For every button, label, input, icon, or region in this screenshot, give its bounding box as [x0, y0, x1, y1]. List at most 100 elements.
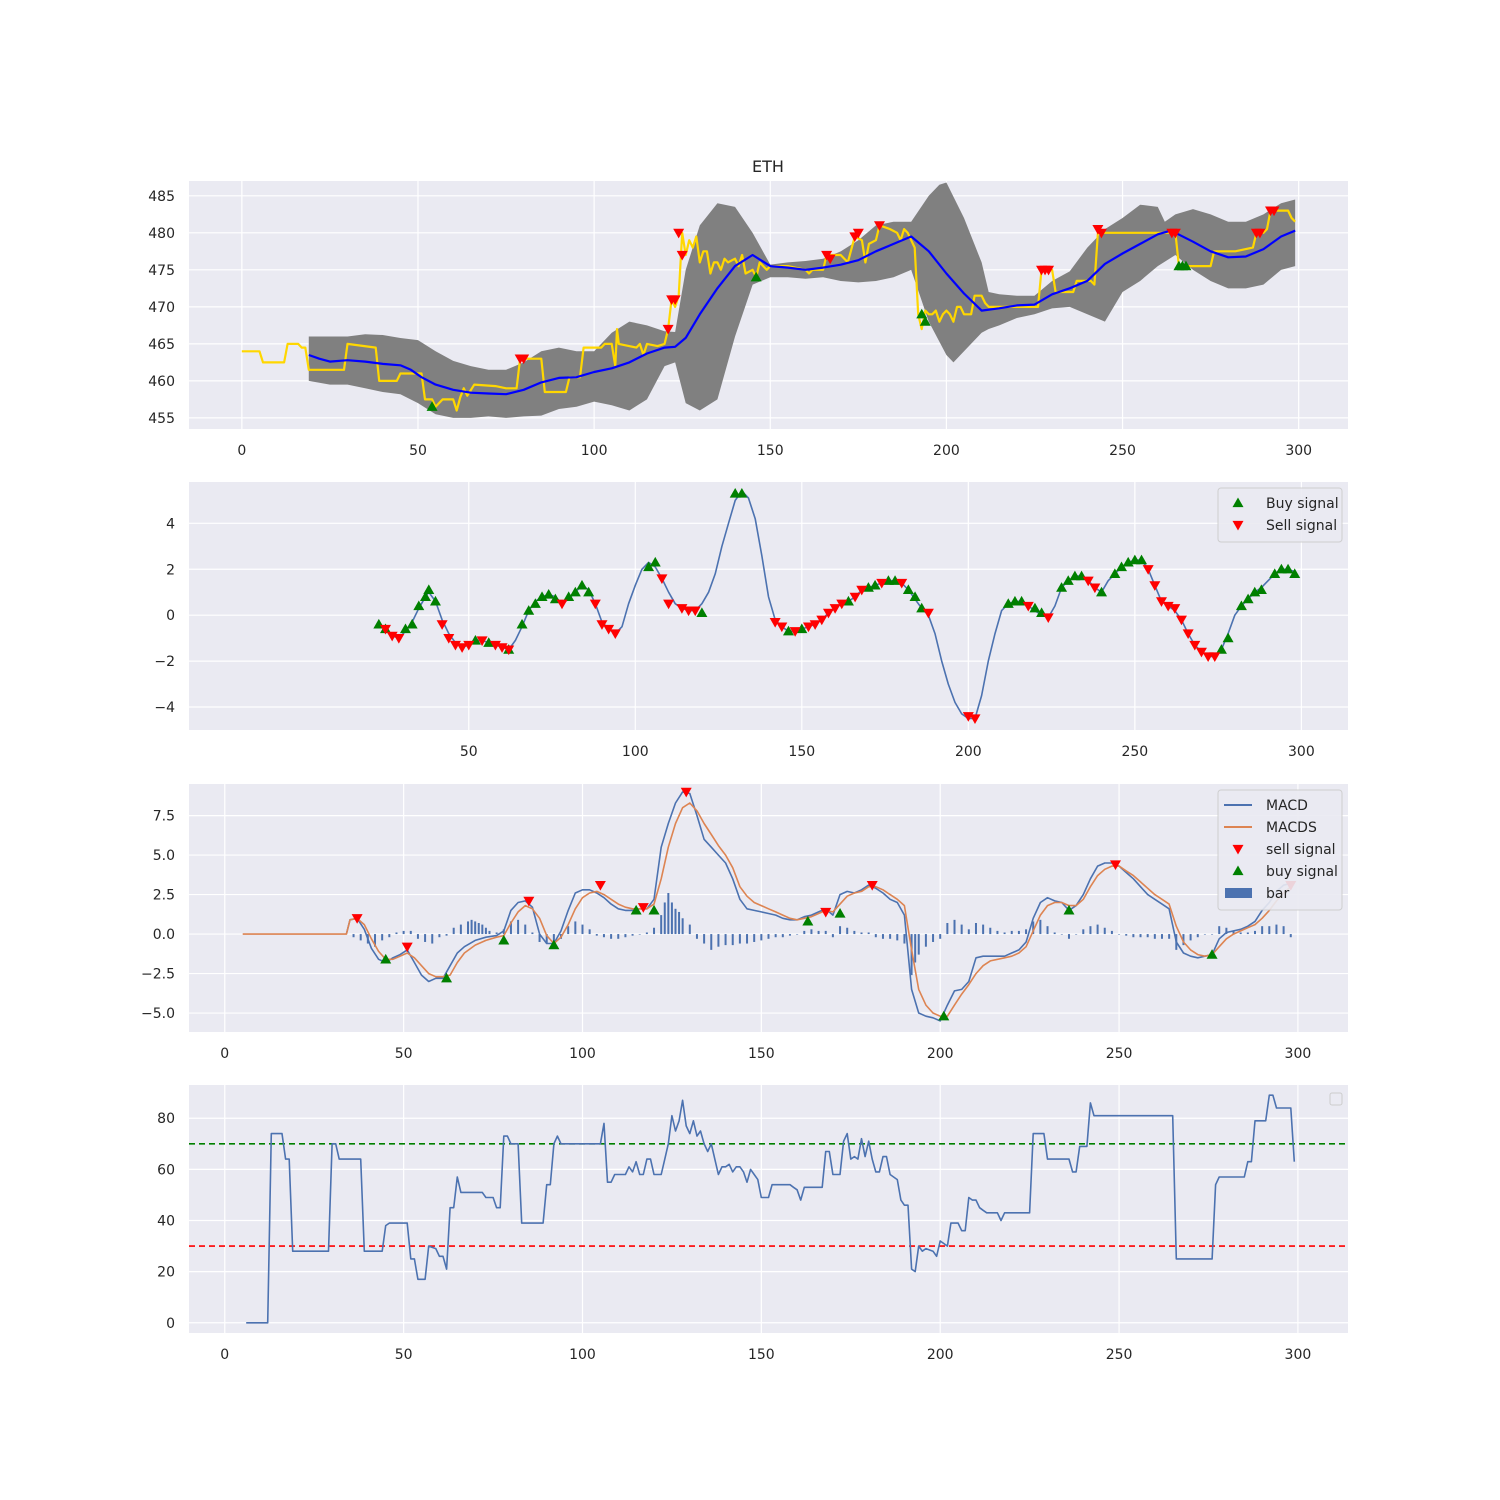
y-tick-label: 470 [148, 300, 175, 316]
buy-signal-marker [796, 623, 808, 634]
legend-label: buy signal [1266, 864, 1338, 880]
histogram-bar [595, 934, 598, 936]
buy-signal-marker [916, 308, 928, 319]
buy-signal-marker [563, 591, 575, 601]
histogram-bar [924, 934, 927, 947]
histogram-bar [667, 892, 670, 935]
histogram-bar [738, 934, 741, 944]
histogram-bar [781, 934, 784, 938]
histogram-bar [467, 921, 470, 935]
histogram-bar [538, 934, 541, 942]
y-tick-label: 60 [157, 1162, 175, 1178]
histogram-bar [746, 934, 749, 944]
x-tick-label: 0 [220, 1046, 229, 1062]
histogram-bar [1003, 932, 1006, 935]
histogram-bar [910, 934, 913, 976]
histogram-bar [767, 934, 770, 939]
histogram-bar [914, 934, 917, 963]
macd-panel: 0 50 100 150 200 250 300 −5.0 −2.5 0.0 2.5 5.0 7.5 MA… [141, 784, 1348, 1062]
buy-signal-marker [1116, 561, 1128, 572]
legend-sell-marker [1232, 844, 1244, 855]
sell-signal-marker [1189, 640, 1201, 651]
legend: MACD MACDS sell signal buy signal bar [1217, 789, 1343, 911]
histogram-bar [946, 923, 949, 935]
histogram-bar [724, 934, 727, 946]
sell-signal-marker [556, 599, 568, 610]
histogram-bar [678, 911, 681, 935]
histogram-bar [881, 934, 884, 939]
buy-signal-marker [1206, 949, 1218, 959]
x-tick-label: 200 [927, 1347, 954, 1363]
sell-signal-marker [1149, 581, 1161, 591]
histogram-bar [710, 934, 713, 950]
buy-signal-marker [648, 904, 660, 915]
sell-signal-marker [443, 634, 455, 644]
histogram-bar [631, 934, 634, 936]
histogram-bar [1203, 934, 1206, 935]
histogram-bar [653, 927, 656, 935]
histogram-bar [424, 934, 427, 942]
histogram-bar [381, 934, 384, 941]
x-tick-label: 300 [1285, 1046, 1312, 1062]
histogram-bar [1246, 932, 1249, 935]
series-line [242, 802, 1292, 1017]
buy-signal-marker [1269, 568, 1281, 578]
sell-signal-marker [463, 640, 475, 651]
histogram-bar [996, 930, 999, 935]
x-tick-label: 150 [748, 1046, 775, 1062]
y-tick-label: 485 [148, 189, 175, 205]
sell-signal-marker [873, 221, 885, 231]
histogram-bar [717, 934, 720, 947]
histogram-bar [352, 934, 355, 938]
histogram-bar [810, 929, 813, 935]
y-tick-label: 7.5 [153, 809, 175, 825]
histogram-bar [753, 934, 756, 942]
plot-content [189, 1094, 1348, 1324]
sell-signal-marker [1175, 615, 1187, 626]
buy-signal-marker [583, 586, 595, 597]
x-tick-label: 250 [1106, 1046, 1133, 1062]
y-tick-label: −2.5 [141, 967, 175, 983]
histogram-bar [774, 934, 777, 938]
sell-signal-marker [637, 903, 649, 913]
histogram-bar [1232, 930, 1235, 935]
histogram-bar [1125, 934, 1128, 936]
sell-signal-marker [680, 787, 692, 798]
buy-signal-marker [516, 618, 528, 629]
sell-signal-marker [820, 907, 832, 918]
legend-sell-marker [1232, 520, 1244, 531]
series-line [308, 229, 1296, 396]
sell-signal-marker [829, 604, 841, 614]
series-line [345, 791, 1291, 1022]
buy-signal-marker [782, 625, 794, 636]
histogram-bar [1089, 926, 1092, 935]
y-tick-label: 20 [157, 1265, 175, 1281]
histogram-bar [1225, 927, 1228, 935]
histogram-bar [1060, 934, 1063, 935]
y-tick-label: 465 [148, 337, 175, 353]
histogram-bar [581, 924, 584, 935]
histogram-bar [602, 934, 605, 938]
sell-signal-marker [1089, 583, 1101, 594]
buy-signal-marker [483, 637, 495, 647]
buy-signal-marker [1109, 568, 1121, 578]
histogram-bar [488, 930, 491, 935]
sell-signal-marker [456, 643, 468, 653]
histogram-bar [917, 934, 920, 955]
histogram-bar [359, 934, 362, 941]
buy-signal-marker [649, 556, 661, 567]
sell-signal-marker [816, 615, 828, 626]
histogram-bar [1261, 926, 1264, 935]
histogram-bar [474, 921, 477, 935]
histogram-bar [896, 934, 899, 941]
x-tick-label: 200 [955, 744, 982, 760]
histogram-bar [788, 934, 791, 936]
histogram-bar [831, 934, 834, 938]
legend-label: MACDS [1266, 820, 1317, 836]
sell-signal-marker [1022, 601, 1034, 612]
sell-signal-marker [1155, 597, 1167, 607]
histogram-bar [853, 930, 856, 935]
buy-signal-marker [419, 591, 431, 601]
histogram-bar [1253, 930, 1256, 935]
buy-signal-marker [1282, 563, 1294, 574]
